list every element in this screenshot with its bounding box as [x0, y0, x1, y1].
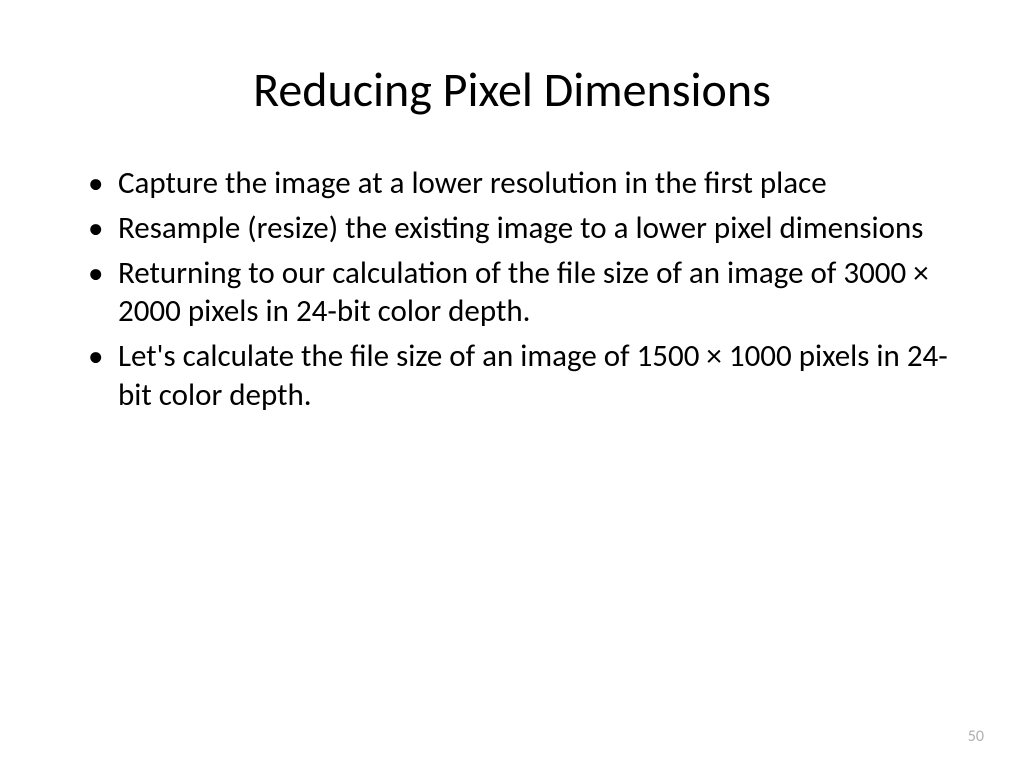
page-number: 50 — [968, 727, 984, 746]
bullet-item: Returning to our calculation of the file… — [70, 254, 954, 332]
bullet-item: Resample (resize) the existing image to … — [70, 209, 954, 248]
slide-title: Reducing Pixel Dimensions — [70, 60, 954, 119]
slide-content: Capture the image at a lower resolution … — [70, 164, 954, 728]
bullet-list: Capture the image at a lower resolution … — [70, 164, 954, 415]
bullet-item: Capture the image at a lower resolution … — [70, 164, 954, 203]
slide-container: Reducing Pixel Dimensions Capture the im… — [0, 0, 1024, 768]
bullet-item: Let's calculate the file size of an imag… — [70, 337, 954, 415]
